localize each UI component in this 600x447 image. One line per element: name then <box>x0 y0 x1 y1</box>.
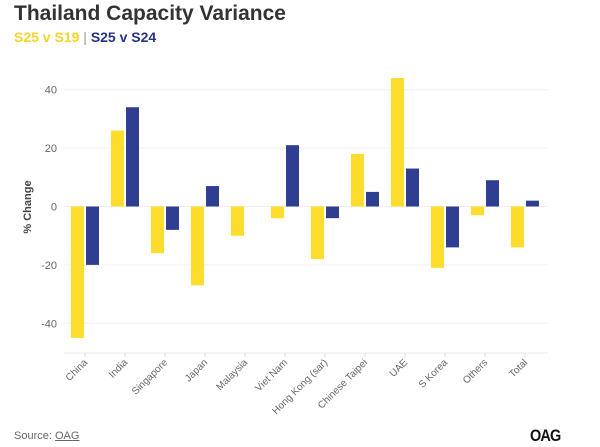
x-tick-label: S Korea <box>417 357 451 391</box>
y-tick-label: -20 <box>41 260 57 272</box>
bar-s25-v-s24 <box>526 200 539 207</box>
y-tick-label: 40 <box>45 85 57 97</box>
bar-s25-v-s19 <box>191 206 204 286</box>
legend-subtitle: S25 v S19 | S25 v S24 <box>14 29 156 45</box>
bar-s25-v-s24 <box>326 206 339 219</box>
y-tick-label: 0 <box>51 202 57 214</box>
bar-s25-v-s24 <box>86 206 99 265</box>
legend-series-1: S25 v S19 <box>14 29 80 45</box>
bar-s25-v-s19 <box>391 78 404 207</box>
bar-s25-v-s19 <box>271 206 284 219</box>
bar-s25-v-s24 <box>286 145 299 207</box>
y-axis-label: % Change <box>22 180 34 233</box>
source-note: Source: OAG <box>14 430 79 442</box>
bar-s25-v-s24 <box>446 206 459 248</box>
x-tick-label: Malaysia <box>214 357 250 393</box>
x-tick-label: India <box>107 357 130 380</box>
bar-s25-v-s19 <box>71 206 84 338</box>
x-tick-label: UAE <box>388 357 411 380</box>
bar-s25-v-s19 <box>111 130 124 207</box>
x-tick-label: Total <box>507 357 530 380</box>
bar-s25-v-s24 <box>486 180 499 207</box>
bar-s25-v-s19 <box>311 206 324 260</box>
y-tick-label: -40 <box>41 318 57 330</box>
bar-s25-v-s24 <box>166 206 179 230</box>
x-tick-label: Singapore <box>130 357 170 397</box>
bar-s25-v-s19 <box>151 206 164 254</box>
bar-s25-v-s19 <box>431 206 444 268</box>
legend-separator: | <box>83 29 87 45</box>
x-tick-label: Others <box>461 357 490 386</box>
bar-s25-v-s24 <box>406 168 419 207</box>
x-tick-label: Japan <box>183 357 210 384</box>
chart-title: Thailand Capacity Variance <box>14 2 286 25</box>
x-tick-label: Viet Nam <box>253 357 290 394</box>
bar-s25-v-s19 <box>351 153 364 207</box>
oag-logo: OAG <box>530 426 561 445</box>
source-link[interactable]: OAG <box>54 430 80 442</box>
legend-series-2: S25 v S24 <box>90 29 157 45</box>
source-label: Source: <box>14 430 52 442</box>
bar-s25-v-s24 <box>126 107 139 207</box>
x-tick-label: China <box>64 357 91 384</box>
y-tick-label: 20 <box>45 143 57 155</box>
bar-s25-v-s24 <box>206 186 219 207</box>
bar-s25-v-s19 <box>511 206 524 248</box>
bar-s25-v-s19 <box>471 206 484 216</box>
bar-s25-v-s19 <box>231 206 244 236</box>
bar-s25-v-s24 <box>366 191 379 207</box>
